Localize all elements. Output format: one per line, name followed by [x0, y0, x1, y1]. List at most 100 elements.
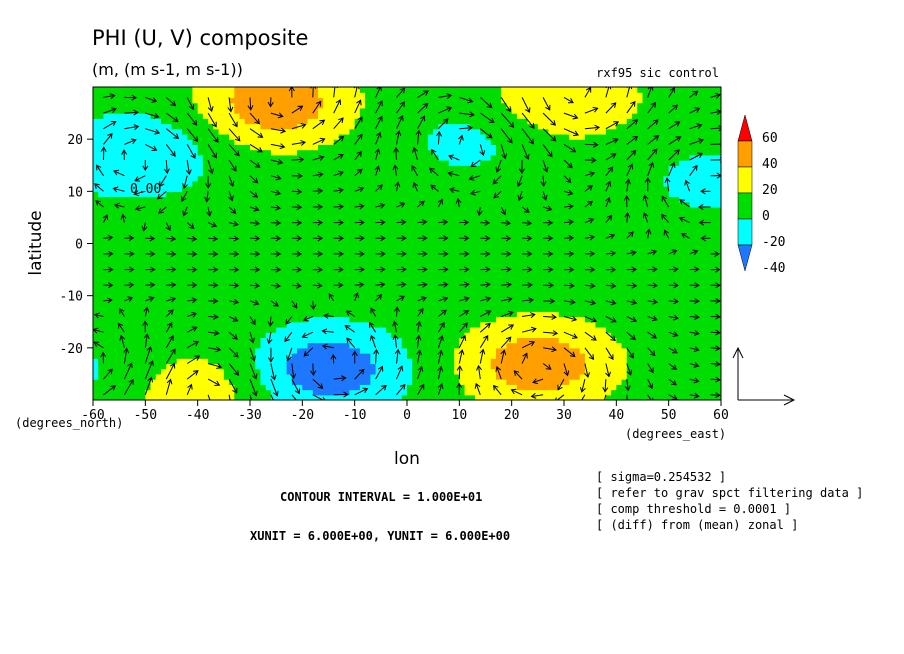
- field-cell: [108, 123, 115, 130]
- field-cell: [318, 133, 324, 140]
- field-cell: [192, 97, 199, 104]
- field-cell: [140, 363, 146, 370]
- field-cell: [197, 379, 204, 385]
- field-cell: [297, 280, 303, 286]
- field-cell: [208, 290, 214, 297]
- field-cell: [286, 97, 293, 104]
- field-cell: [349, 373, 356, 380]
- field-cell: [166, 295, 173, 302]
- field-cell: [386, 384, 392, 391]
- field-cell: [244, 133, 251, 140]
- field-cell: [276, 285, 282, 292]
- field-cell: [255, 118, 262, 125]
- field-cell: [192, 144, 199, 151]
- field-cell: [129, 133, 136, 140]
- field-cell: [349, 222, 356, 229]
- field-cell: [113, 394, 120, 400]
- field-cell: [485, 107, 492, 114]
- field-cell: [134, 212, 141, 219]
- field-cell: [119, 269, 125, 276]
- field-cell: [495, 243, 502, 250]
- field-cell: [511, 264, 518, 271]
- field-cell: [448, 384, 455, 391]
- field-cell: [427, 154, 434, 161]
- field-cell: [119, 332, 125, 338]
- field-cell: [208, 248, 214, 255]
- field-cell: [433, 87, 439, 93]
- field-cell: [302, 102, 309, 109]
- field-cell: [150, 379, 157, 385]
- field-cell: [108, 180, 115, 187]
- field-cell: [459, 113, 466, 119]
- field-cell: [176, 389, 183, 396]
- field-cell: [108, 347, 115, 354]
- field-cell: [396, 97, 403, 104]
- field-cell: [338, 321, 345, 328]
- field-cell: [155, 233, 162, 239]
- field-cell: [161, 337, 167, 344]
- field-cell: [307, 144, 314, 151]
- field-cell: [176, 144, 183, 151]
- field-cell: [155, 227, 162, 234]
- field-cell: [349, 180, 356, 187]
- field-cell: [391, 332, 398, 338]
- field-cell: [103, 379, 110, 385]
- field-cell: [365, 227, 371, 234]
- field-cell: [448, 243, 455, 250]
- field-cell: [380, 102, 387, 109]
- field-cell: [401, 280, 408, 286]
- field-cell: [333, 233, 340, 239]
- field-cell: [506, 274, 513, 281]
- field-cell: [150, 248, 157, 255]
- field-cell: [181, 363, 188, 370]
- field-cell: [129, 321, 136, 328]
- field-cell: [380, 347, 387, 354]
- field-cell: [155, 165, 162, 172]
- field-cell: [312, 259, 319, 265]
- field-cell: [438, 113, 445, 119]
- field-cell: [522, 87, 528, 93]
- field-cell: [312, 107, 319, 114]
- field-cell: [501, 368, 508, 375]
- field-cell: [108, 222, 115, 229]
- field-cell: [161, 269, 167, 276]
- field-cell: [318, 379, 324, 385]
- field-cell: [192, 102, 199, 109]
- field-cell: [365, 280, 371, 286]
- field-cell: [218, 243, 225, 250]
- field-cell: [422, 306, 429, 312]
- field-cell: [469, 238, 476, 245]
- field-cell: [318, 97, 324, 104]
- field-cell: [150, 201, 157, 208]
- field-cell: [155, 175, 162, 182]
- field-cell: [129, 332, 136, 338]
- field-cell: [124, 253, 131, 260]
- field-cell: [286, 165, 293, 172]
- field-cell: [412, 321, 419, 328]
- field-cell: [448, 201, 455, 208]
- field-cell: [464, 347, 471, 354]
- field-cell: [124, 306, 131, 312]
- field-cell: [239, 160, 246, 166]
- field-cell: [375, 311, 382, 318]
- field-cell: [506, 337, 513, 344]
- field-cell: [480, 368, 487, 375]
- field-cell: [380, 290, 387, 297]
- field-cell: [197, 201, 204, 208]
- field-cell: [223, 368, 230, 375]
- field-cell: [516, 191, 523, 198]
- field-cell: [124, 337, 131, 344]
- field-cell: [302, 180, 309, 187]
- field-cell: [250, 311, 256, 318]
- field-cell: [124, 269, 131, 276]
- field-cell: [250, 186, 256, 192]
- field-cell: [281, 394, 288, 400]
- field-cell: [197, 347, 204, 354]
- field-cell: [323, 222, 330, 229]
- field-cell: [176, 212, 183, 219]
- field-cell: [464, 379, 471, 385]
- field-cell: [511, 259, 518, 265]
- field-cell: [370, 227, 377, 234]
- field-cell: [140, 238, 146, 245]
- field-cell: [333, 306, 340, 312]
